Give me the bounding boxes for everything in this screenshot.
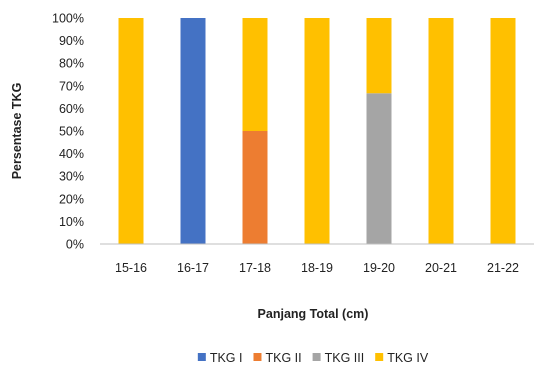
- bar-segment: [428, 18, 454, 244]
- y-tick-label: 90%: [59, 34, 84, 48]
- y-tick-label: 100%: [52, 12, 84, 26]
- x-tick-label: 15-16: [115, 261, 147, 275]
- bar-segment: [180, 18, 206, 244]
- bar-segment: [118, 18, 144, 244]
- bar-segment: [490, 18, 516, 244]
- y-tick-label: 80%: [59, 57, 84, 71]
- legend-swatch: [253, 353, 262, 361]
- legend-swatch: [375, 353, 384, 361]
- y-tick-label: 70%: [59, 79, 84, 93]
- x-tick-label: 18-19: [301, 261, 333, 275]
- x-axis-ticks: 15-16 16-17 17-18 18-19 19-20 20-21 21-22: [115, 261, 519, 275]
- y-tick-label: 40%: [59, 147, 84, 161]
- y-tick-label: 10%: [59, 215, 84, 229]
- legend-label: TKG II: [265, 351, 301, 365]
- bar-segment: [242, 18, 268, 131]
- legend-label: TKG I: [210, 351, 243, 365]
- legend-label: TKG IV: [387, 351, 429, 365]
- y-axis-title: Persentase TKG: [10, 83, 24, 180]
- y-tick-label: 0%: [66, 238, 84, 252]
- bar-segment: [242, 131, 268, 244]
- legend-swatch: [312, 353, 321, 361]
- x-axis-title: Panjang Total (cm): [258, 307, 369, 321]
- legend: TKG I TKG II TKG III TKG IV: [197, 351, 429, 365]
- y-axis-ticks: 0% 10% 20% 30% 40% 50% 60% 70% 80% 90% 100%: [52, 12, 84, 252]
- legend-label: TKG III: [325, 351, 365, 365]
- y-tick-label: 30%: [59, 170, 84, 184]
- legend-swatch: [197, 353, 206, 361]
- x-tick-label: 21-22: [487, 261, 519, 275]
- y-tick-label: 20%: [59, 192, 84, 206]
- bars: [118, 18, 516, 244]
- x-tick-label: 17-18: [239, 261, 271, 275]
- bar-segment: [366, 18, 392, 94]
- bar-segment: [304, 18, 330, 244]
- y-tick-label: 50%: [59, 125, 84, 139]
- bar-segment: [366, 93, 392, 244]
- x-tick-label: 16-17: [177, 261, 209, 275]
- x-tick-label: 19-20: [363, 261, 395, 275]
- x-tick-label: 20-21: [425, 261, 457, 275]
- y-tick-label: 60%: [59, 102, 84, 116]
